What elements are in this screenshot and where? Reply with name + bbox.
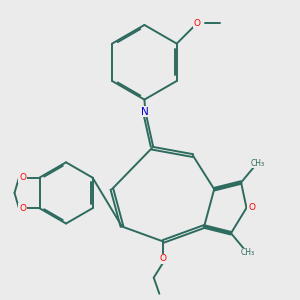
Text: CH₃: CH₃ <box>251 159 265 168</box>
Text: O: O <box>19 173 26 182</box>
Text: O: O <box>160 254 167 263</box>
Text: O: O <box>248 203 255 212</box>
Text: N: N <box>141 106 149 117</box>
Text: CH₃: CH₃ <box>241 248 255 257</box>
Text: O: O <box>194 19 201 28</box>
Text: O: O <box>19 204 26 213</box>
